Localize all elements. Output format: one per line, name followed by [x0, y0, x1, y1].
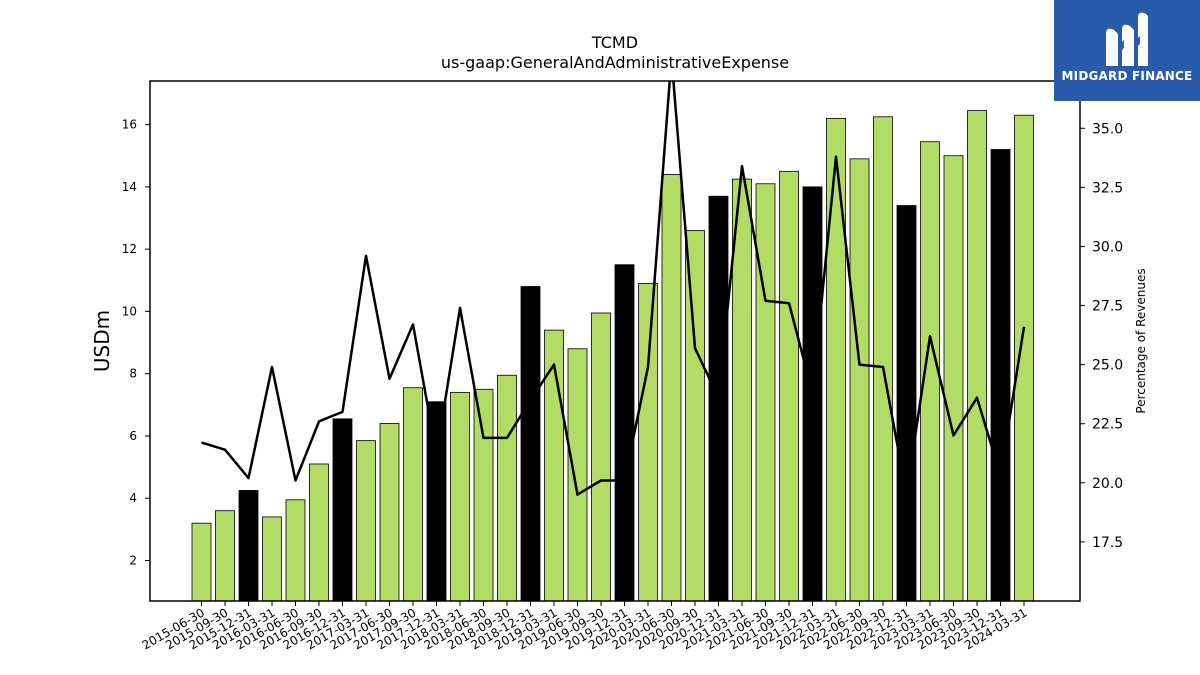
- midgard-logo-icon: [1106, 12, 1148, 67]
- left-y-axis: 2 4 6 8 10 12 14 16: [122, 118, 150, 568]
- bar-2016-12-31: [332, 418, 353, 602]
- bar-2020-09-30: [685, 230, 705, 602]
- bar-2023-03-31: [920, 141, 940, 602]
- right-y-axis-label: Percentage of Revenues: [1134, 268, 1148, 413]
- bar-2022-03-31: [826, 117, 846, 602]
- bar-2022-12-31: [896, 205, 917, 602]
- bar-2020-03-31: [638, 282, 658, 602]
- bar-2017-03-31: [356, 440, 376, 602]
- bar-2018-03-31: [450, 391, 470, 602]
- bar-2018-12-31: [520, 286, 541, 602]
- y2-tick-label: 25.0: [1092, 358, 1123, 374]
- bar-2015-12-31: [238, 490, 259, 602]
- y-tick-label: 12: [122, 242, 137, 256]
- bar-2021-06-30: [755, 183, 776, 602]
- bar-2023-12-31: [990, 149, 1011, 602]
- bar-2015-09-30: [215, 510, 235, 602]
- bar-2015-06-30: [191, 522, 212, 602]
- y2-tick-label: 35.0: [1092, 121, 1123, 137]
- bar-2019-06-30: [567, 348, 588, 602]
- bar-2018-06-30: [473, 388, 494, 602]
- y2-tick-label: 17.5: [1092, 535, 1123, 551]
- bar-2023-06-30: [943, 155, 964, 602]
- bar-2017-06-30: [379, 423, 400, 602]
- bar-2022-09-30: [873, 116, 893, 602]
- bar-2020-06-30: [661, 174, 682, 602]
- y2-tick-label: 20.0: [1092, 476, 1123, 492]
- plot-frame: [149, 80, 1081, 602]
- y-tick-label: 14: [122, 180, 137, 194]
- y2-tick-label: 27.5: [1092, 299, 1123, 315]
- y-tick-label: 4: [129, 491, 137, 505]
- ratio-line-series: [201, 81, 1026, 496]
- y2-tick-label: 30.0: [1092, 239, 1123, 255]
- bar-2017-12-31: [426, 401, 447, 602]
- bar-2023-09-30: [967, 110, 987, 602]
- y-tick-label: 10: [122, 304, 137, 318]
- bar-series: [191, 110, 1034, 602]
- chart-subtitle: us-gaap:GeneralAndAdministrativeExpense: [441, 53, 789, 72]
- y2-tick-label: 22.5: [1092, 417, 1123, 433]
- y-tick-label: 6: [129, 429, 137, 443]
- brand-name: MIDGARD FINANCE: [1061, 69, 1193, 83]
- bar-2018-09-30: [497, 374, 517, 602]
- y-tick-label: 16: [122, 118, 137, 132]
- bar-2019-09-30: [591, 312, 611, 602]
- bar-2016-09-30: [309, 463, 329, 602]
- bar-2024-03-31: [1014, 114, 1034, 602]
- y-tick-label: 2: [129, 554, 137, 568]
- ratio-line: [201, 81, 1026, 496]
- right-y-axis: 17.5 20.0 22.5 25.0 27.5 30.0 32.5 35.0: [1080, 121, 1123, 551]
- bar-2016-03-31: [262, 516, 282, 602]
- y2-tick-label: 32.5: [1092, 180, 1123, 196]
- brand-logo: MIDGARD FINANCE: [1054, 0, 1200, 101]
- y-tick-label: 8: [129, 367, 137, 381]
- bar-2016-06-30: [285, 499, 306, 602]
- chart-title: TCMD: [591, 33, 638, 52]
- y-axis-label: USDm: [90, 310, 114, 372]
- bar-2017-09-30: [403, 387, 423, 602]
- x-axis: 2015-06-302015-09-302015-12-312016-03-31…: [140, 601, 1030, 652]
- bar-2021-09-30: [779, 170, 799, 602]
- bar-2022-06-30: [849, 158, 870, 602]
- bar-2019-12-31: [614, 264, 635, 602]
